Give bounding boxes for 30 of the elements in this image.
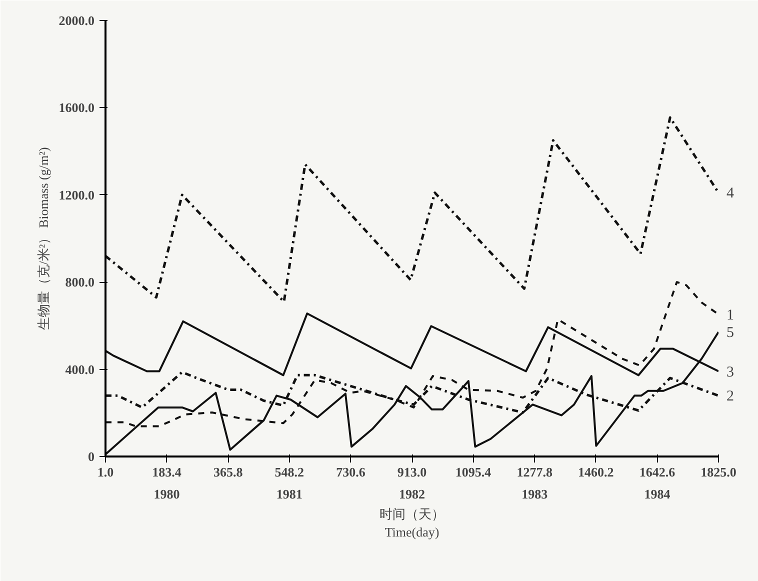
text: 1980 — [154, 486, 180, 502]
text: 1982 — [399, 486, 425, 502]
x-tick-label: 1460.2 — [578, 464, 614, 480]
x-tick-label: 183.4 — [152, 464, 182, 480]
y-tick-label: 800.0 — [65, 274, 94, 290]
series-label: 3 — [726, 364, 734, 380]
text: 1981 — [276, 486, 302, 502]
y-tick-label: 0 — [88, 449, 94, 464]
y-tick-label: 1200.0 — [58, 187, 94, 202]
series-label: 4 — [726, 186, 734, 202]
x-tick-label: 365.8 — [213, 464, 244, 480]
series-label: 2 — [726, 388, 734, 405]
series-label: 1 — [726, 307, 734, 324]
x-tick-label: 1.0 — [97, 464, 114, 480]
x-tick-label: 913.0 — [397, 464, 427, 480]
x-tick-label: 1277.8 — [516, 464, 553, 480]
x-tick-label: 1095.4 — [455, 464, 492, 480]
y-tick-label: 400.0 — [65, 362, 94, 377]
x-tick-label: 1825.0 — [700, 464, 736, 480]
x-tick-label: 548.2 — [274, 464, 304, 480]
series-label: 5 — [726, 325, 734, 342]
x-tick-label: 1642.6 — [639, 464, 676, 480]
text: 1984 — [644, 486, 671, 502]
x-axis-title: 时间（天） Time(day) — [380, 506, 444, 540]
text: 1983 — [522, 486, 548, 502]
x-tick-label: 730.6 — [336, 464, 366, 480]
y-axis-title: 生物量（克/米²） Biomass (g/m²) — [36, 147, 51, 330]
y-tick-label: 1600.0 — [58, 100, 94, 116]
y-tick-label: 2000.0 — [58, 13, 94, 28]
line-series — [106, 116, 718, 303]
